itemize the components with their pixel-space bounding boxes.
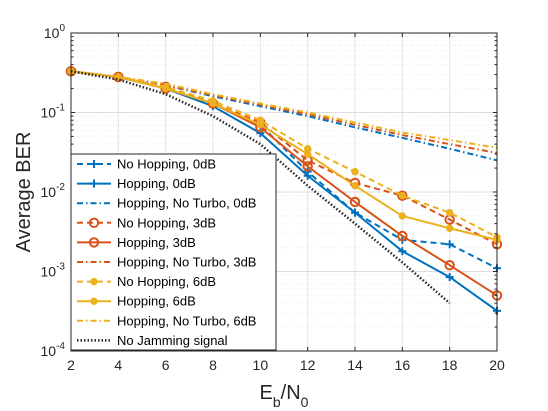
x-tick-label: 20 [489, 357, 505, 373]
data-point [351, 168, 359, 176]
x-tick-label: 18 [442, 357, 458, 373]
data-point [397, 190, 408, 201]
data-point [445, 224, 454, 232]
data-point [445, 208, 454, 217]
legend-label: No Hopping, 3dB [117, 215, 216, 230]
legend-label: Hopping, No Turbo, 3dB [117, 255, 256, 270]
legend-item: No Jamming signal [77, 333, 228, 348]
legend-item: Hopping, No Turbo, 6dB [77, 313, 256, 328]
legend-item: Hopping, No Turbo, 0dB [77, 196, 256, 211]
x-tick-labels: 2 4 6 8 10 12 14 16 18 20 [67, 357, 505, 373]
y-tick-label-base: 10 [44, 25, 60, 41]
legend-marker [90, 277, 98, 286]
series-layer [65, 66, 503, 315]
data-point [302, 161, 313, 172]
legend-box [70, 153, 277, 351]
x-tick-label: 10 [253, 357, 269, 373]
legend-label: Hopping, 6dB [117, 294, 196, 309]
y-tick-label-exp: 0 [59, 23, 65, 34]
data-point [445, 273, 454, 282]
legend-marker [90, 179, 98, 188]
y-tick-label: 10-4 [41, 341, 66, 359]
legend-item: No Hopping, 6dB [77, 274, 216, 289]
legend-label: Hopping, No Turbo, 0dB [117, 196, 256, 211]
x-tick-label: 8 [209, 357, 217, 373]
legend-label: Hopping, 0dB [117, 176, 196, 191]
data-point [256, 121, 265, 129]
legend-marker [88, 237, 100, 248]
data-point [256, 129, 265, 138]
data-point [303, 150, 312, 158]
x-axis-label-mid: /N [281, 382, 301, 404]
data-point [398, 191, 407, 200]
legend-marker [88, 217, 100, 229]
data-point [397, 230, 408, 242]
x-tick-label: 12 [300, 357, 316, 373]
y-tick-label: 10-3 [41, 262, 66, 280]
series-line [70, 70, 498, 241]
data-point [445, 240, 454, 249]
legend: No Hopping, 0dB Hopping, 0dB Hopping, No T… [70, 153, 277, 351]
data-point [303, 171, 312, 180]
data-point [398, 212, 407, 220]
legend-marker [90, 297, 98, 305]
series-8 [70, 70, 498, 149]
x-axis-label-main: E [260, 382, 273, 404]
legend-item: No Hopping, 0dB [77, 157, 216, 172]
legend-item: Hopping, 0dB [77, 176, 196, 191]
y-tick-label-base: 10 [41, 105, 57, 121]
y-tick-label-base: 10 [41, 343, 57, 359]
data-point [351, 208, 359, 217]
y-tick-label: 100 [44, 23, 66, 41]
legend-item: Hopping, No Turbo, 3dB [77, 255, 256, 270]
series-line [70, 70, 498, 149]
data-point [351, 182, 359, 190]
x-tick-label: 4 [114, 357, 122, 373]
y-tick-label-exp: -3 [56, 262, 65, 273]
data-point [161, 84, 170, 93]
legend-marker [90, 160, 98, 168]
y-tick-label-exp: -4 [56, 341, 65, 352]
x-tick-label: 14 [347, 357, 363, 373]
y-tick-label: 10-2 [41, 182, 66, 200]
data-point [209, 99, 217, 108]
legend-label: No Jamming signal [117, 333, 228, 348]
legend-label: Hopping, No Turbo, 6dB [117, 313, 256, 328]
data-point [349, 196, 361, 208]
legend-label: No Hopping, 6dB [117, 274, 216, 289]
x-axis-label-sub2: 0 [301, 394, 309, 410]
y-tick-label-exp: -2 [56, 182, 65, 193]
y-axis-label: Average BER [13, 132, 35, 253]
y-tick-label-exp: -1 [56, 103, 65, 114]
y-tick-label: 10-1 [41, 103, 66, 121]
legend-label: Hopping, 3dB [117, 235, 196, 250]
x-tick-label: 16 [395, 357, 411, 373]
data-point [444, 260, 455, 271]
x-tick-label: 6 [162, 357, 170, 373]
legend-item: Hopping, 3dB [77, 235, 196, 250]
y-tick-label-base: 10 [41, 264, 57, 280]
legend-item: No Hopping, 3dB [77, 215, 216, 230]
y-tick-label-base: 10 [41, 184, 57, 200]
legend-label: No Hopping, 0dB [117, 157, 216, 172]
x-axis-label-sub1: b [273, 394, 281, 410]
x-tick-label: 2 [67, 357, 75, 373]
x-axis-label: Eb/N0 [260, 382, 309, 410]
legend-item: Hopping, 6dB [77, 294, 196, 309]
data-point [398, 247, 407, 256]
